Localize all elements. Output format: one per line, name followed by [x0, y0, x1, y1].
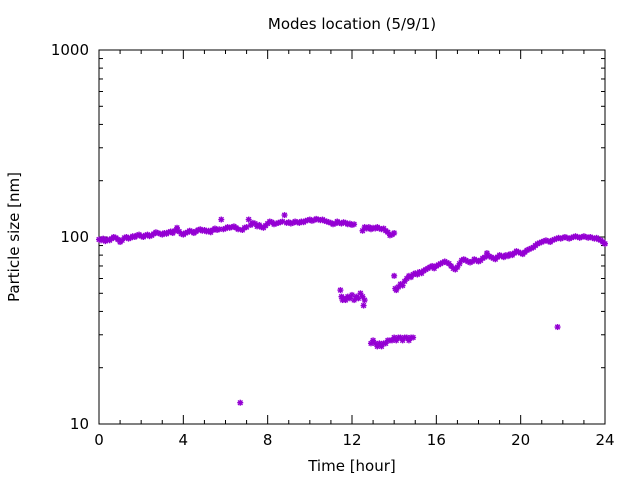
chart-title: Modes location (5/9/1)	[268, 15, 436, 33]
x-tick-label: 20	[511, 431, 530, 449]
x-tick-label: 8	[263, 431, 273, 449]
x-axis: 0 4 8 12 16 20 24	[94, 50, 615, 449]
data-point	[351, 221, 358, 228]
data-point	[602, 240, 608, 247]
data-point	[279, 218, 286, 225]
x-tick-label: 16	[427, 431, 446, 449]
x-tick-label: 12	[342, 431, 361, 449]
y-tick-label: 1000	[51, 41, 89, 59]
data-point	[389, 337, 396, 344]
data-point	[361, 297, 368, 304]
data-point	[237, 399, 244, 406]
data-point	[360, 302, 367, 309]
plot-frame	[98, 49, 606, 425]
data-point	[337, 287, 344, 294]
x-axis-label: Time [hour]	[307, 457, 396, 475]
data-point	[391, 230, 398, 237]
data-point	[554, 324, 561, 331]
y-axis-label: Particle size [nm]	[5, 172, 23, 302]
y-axis: 10 100 1000	[51, 41, 605, 433]
data-points	[96, 212, 608, 406]
data-point	[235, 226, 242, 233]
data-point	[410, 334, 417, 341]
x-tick-label: 0	[94, 431, 104, 449]
data-point	[281, 212, 288, 219]
x-tick-label: 24	[595, 431, 614, 449]
x-tick-label: 4	[179, 431, 189, 449]
data-point	[384, 229, 391, 236]
data-point	[245, 216, 252, 223]
data-point	[218, 216, 225, 223]
data-point	[391, 272, 398, 279]
data-point	[243, 224, 250, 231]
y-tick-label: 10	[70, 415, 89, 433]
y-tick-label: 100	[60, 228, 89, 246]
